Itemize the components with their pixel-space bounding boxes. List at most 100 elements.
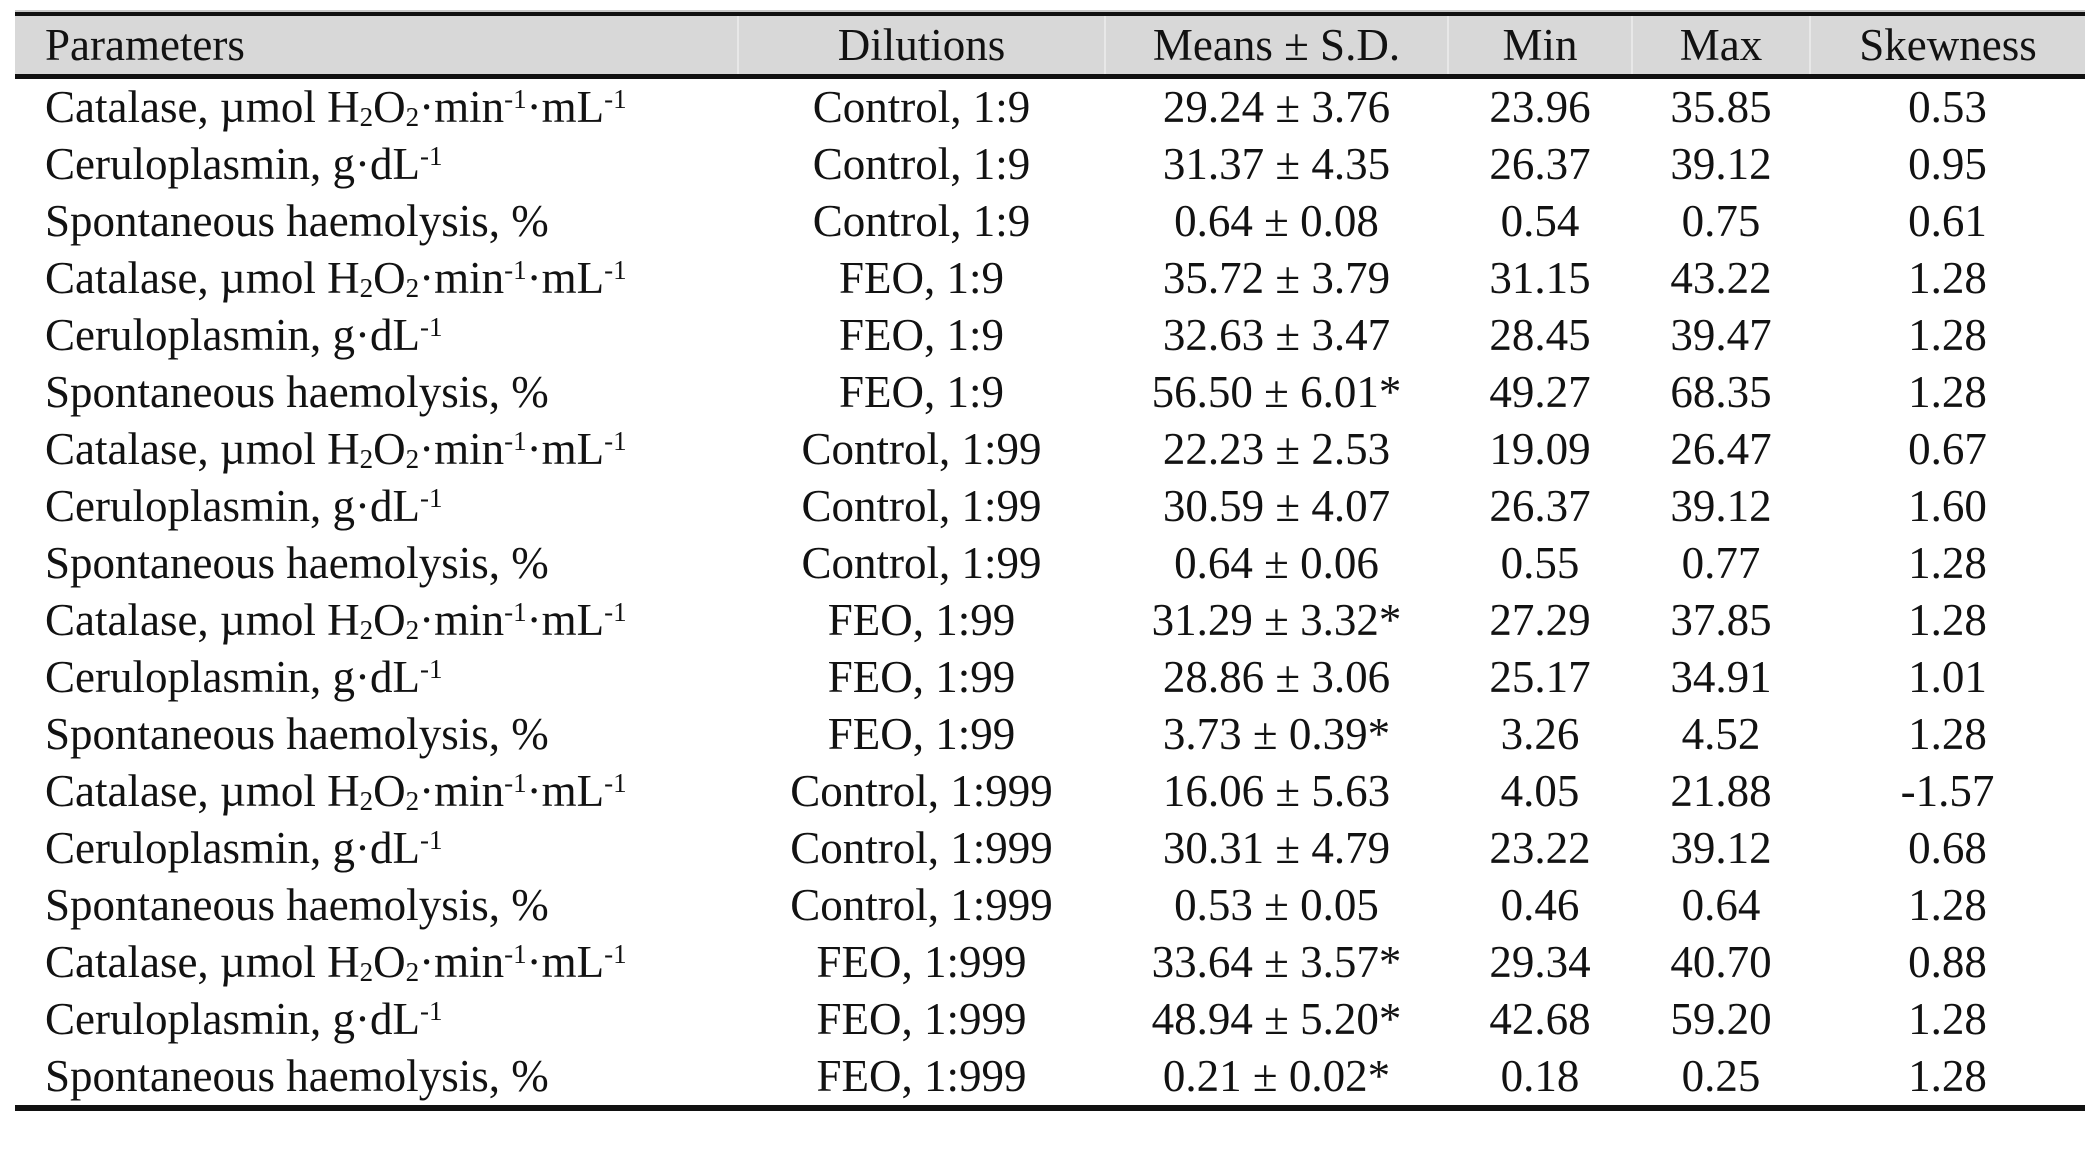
table-row: Ceruloplasmin, g·dL-1 Control, 1:99 30.5… <box>15 478 2085 535</box>
mean-sd-cell: 0.64 ± 0.06 <box>1174 538 1379 588</box>
parameter-cell: Catalase, µmol H2O2·min-1·mL-1 <box>45 82 627 132</box>
parameter-cell: Catalase, µmol H2O2·min-1·mL-1 <box>45 595 627 645</box>
top-hairline <box>15 10 2085 12</box>
skewness-cell: 1.28 <box>1908 367 1987 417</box>
parameter-cell: Ceruloplasmin, g·dL-1 <box>45 481 443 531</box>
table-row: Spontaneous haemolysis, % Control, 1:9 0… <box>15 193 2085 250</box>
mean-sd-cell: 28.86 ± 3.06 <box>1162 652 1391 702</box>
max-cell: 37.85 <box>1670 595 1772 645</box>
column-header-skewness: Skewness <box>1809 16 2085 79</box>
dilution-cell: FEO, 1:9 <box>838 253 1004 303</box>
max-cell: 59.20 <box>1670 994 1772 1044</box>
table-row: Spontaneous haemolysis, % FEO, 1:9 56.50… <box>15 364 2085 421</box>
skewness-cell: 1.28 <box>1908 709 1987 759</box>
table-row: Spontaneous haemolysis, % Control, 1:999… <box>15 877 2085 934</box>
table-row: Spontaneous haemolysis, % Control, 1:99 … <box>15 535 2085 592</box>
parameter-cell: Ceruloplasmin, g·dL-1 <box>45 139 443 189</box>
dilution-cell: FEO, 1:999 <box>816 937 1027 987</box>
table-row: Catalase, µmol H2O2·min-1·mL-1 Control, … <box>15 421 2085 478</box>
mean-sd-cell: 29.24 ± 3.76 <box>1162 82 1391 132</box>
table-row: Ceruloplasmin, g·dL-1 FEO, 1:99 28.86 ± … <box>15 649 2085 706</box>
max-cell: 39.47 <box>1670 310 1772 360</box>
max-cell: 4.52 <box>1681 709 1761 759</box>
mean-sd-cell: 30.59 ± 4.07 <box>1162 481 1391 531</box>
min-cell: 23.96 <box>1489 82 1591 132</box>
min-cell: 0.55 <box>1500 538 1580 588</box>
parameter-cell: Spontaneous haemolysis, % <box>45 1051 549 1101</box>
table-row: Catalase, µmol H2O2·min-1·mL-1 FEO, 1:99… <box>15 934 2085 991</box>
max-cell: 68.35 <box>1670 367 1772 417</box>
dilution-cell: Control, 1:99 <box>801 481 1042 531</box>
dilution-cell: Control, 1:999 <box>790 766 1053 816</box>
max-cell: 39.12 <box>1670 139 1772 189</box>
parameter-cell: Ceruloplasmin, g·dL-1 <box>45 310 443 360</box>
mean-sd-cell: 0.21 ± 0.02* <box>1162 1051 1391 1101</box>
max-cell: 0.77 <box>1681 538 1761 588</box>
column-header-dilutions: Dilutions <box>737 16 1105 79</box>
dilution-cell: Control, 1:9 <box>812 196 1031 246</box>
parameter-cell: Catalase, µmol H2O2·min-1·mL-1 <box>45 253 627 303</box>
max-cell: 0.75 <box>1681 196 1761 246</box>
dilution-cell: FEO, 1:9 <box>838 367 1004 417</box>
parameter-cell: Spontaneous haemolysis, % <box>45 196 549 246</box>
dilution-cell: FEO, 1:999 <box>816 994 1027 1044</box>
parameter-cell: Ceruloplasmin, g·dL-1 <box>45 994 443 1044</box>
max-cell: 0.64 <box>1681 880 1761 930</box>
mean-sd-cell: 31.37 ± 4.35 <box>1162 139 1391 189</box>
min-cell: 26.37 <box>1489 481 1591 531</box>
dilution-cell: Control, 1:99 <box>801 424 1042 474</box>
column-header-max: Max <box>1631 16 1810 79</box>
max-cell: 0.25 <box>1681 1051 1761 1101</box>
dilution-cell: FEO, 1:99 <box>827 652 1016 702</box>
statistics-table: Parameters Dilutions Means ± S.D. Min Ma… <box>15 16 2085 1105</box>
max-cell: 39.12 <box>1670 481 1772 531</box>
skewness-cell: 0.95 <box>1908 139 1987 189</box>
min-cell: 0.18 <box>1500 1051 1580 1101</box>
top-rule <box>15 12 2085 16</box>
min-cell: 27.29 <box>1489 595 1591 645</box>
skewness-cell: 1.28 <box>1908 538 1987 588</box>
table-row: Catalase, µmol H2O2·min-1·mL-1 Control, … <box>15 763 2085 820</box>
mean-sd-cell: 22.23 ± 2.53 <box>1162 424 1391 474</box>
table-row: Ceruloplasmin, g·dL-1 FEO, 1:9 32.63 ± 3… <box>15 307 2085 364</box>
min-cell: 42.68 <box>1489 994 1591 1044</box>
table-row: Catalase, µmol H2O2·min-1·mL-1 FEO, 1:99… <box>15 592 2085 649</box>
min-cell: 25.17 <box>1489 652 1591 702</box>
min-cell: 26.37 <box>1489 139 1591 189</box>
skewness-cell: 1.28 <box>1908 253 1987 303</box>
skewness-cell: 1.28 <box>1908 994 1987 1044</box>
table-row: Ceruloplasmin, g·dL-1 Control, 1:9 31.37… <box>15 136 2085 193</box>
max-cell: 34.91 <box>1670 652 1772 702</box>
table-row: Catalase, µmol H2O2·min-1·mL-1 Control, … <box>15 77 2085 137</box>
table-container: Parameters Dilutions Means ± S.D. Min Ma… <box>15 10 2085 1111</box>
dilution-cell: FEO, 1:99 <box>827 709 1016 759</box>
mean-sd-cell: 0.53 ± 0.05 <box>1174 880 1379 930</box>
max-cell: 21.88 <box>1670 766 1772 816</box>
mean-sd-cell: 3.73 ± 0.39* <box>1162 709 1391 759</box>
column-header-parameters: Parameters <box>15 16 738 79</box>
parameter-cell: Spontaneous haemolysis, % <box>45 538 549 588</box>
table-row: Catalase, µmol H2O2·min-1·mL-1 FEO, 1:9 … <box>15 250 2085 307</box>
parameter-cell: Spontaneous haemolysis, % <box>45 709 549 759</box>
min-cell: 19.09 <box>1489 424 1591 474</box>
table-row: Ceruloplasmin, g·dL-1 FEO, 1:999 48.94 ±… <box>15 991 2085 1048</box>
table-row: Spontaneous haemolysis, % FEO, 1:999 0.2… <box>15 1048 2085 1105</box>
skewness-cell: 0.88 <box>1908 937 1987 987</box>
skewness-cell: 1.60 <box>1908 481 1987 531</box>
min-cell: 28.45 <box>1489 310 1591 360</box>
max-cell: 35.85 <box>1670 82 1772 132</box>
skewness-cell: 1.28 <box>1908 1051 1987 1101</box>
mean-sd-cell: 30.31 ± 4.79 <box>1162 823 1391 873</box>
column-header-means-sd: Means ± S.D. <box>1104 16 1448 79</box>
parameter-cell: Ceruloplasmin, g·dL-1 <box>45 823 443 873</box>
min-cell: 0.54 <box>1500 196 1580 246</box>
table-row: Spontaneous haemolysis, % FEO, 1:99 3.73… <box>15 706 2085 763</box>
min-cell: 4.05 <box>1500 766 1580 816</box>
mean-sd-cell: 31.29 ± 3.32* <box>1151 595 1402 645</box>
dilution-cell: Control, 1:999 <box>790 880 1053 930</box>
skewness-cell: 0.53 <box>1908 82 1987 132</box>
header-row: Parameters Dilutions Means ± S.D. Min Ma… <box>15 16 2085 79</box>
dilution-cell: Control, 1:99 <box>801 538 1042 588</box>
mean-sd-cell: 16.06 ± 5.63 <box>1162 766 1391 816</box>
parameter-cell: Catalase, µmol H2O2·min-1·mL-1 <box>45 424 627 474</box>
